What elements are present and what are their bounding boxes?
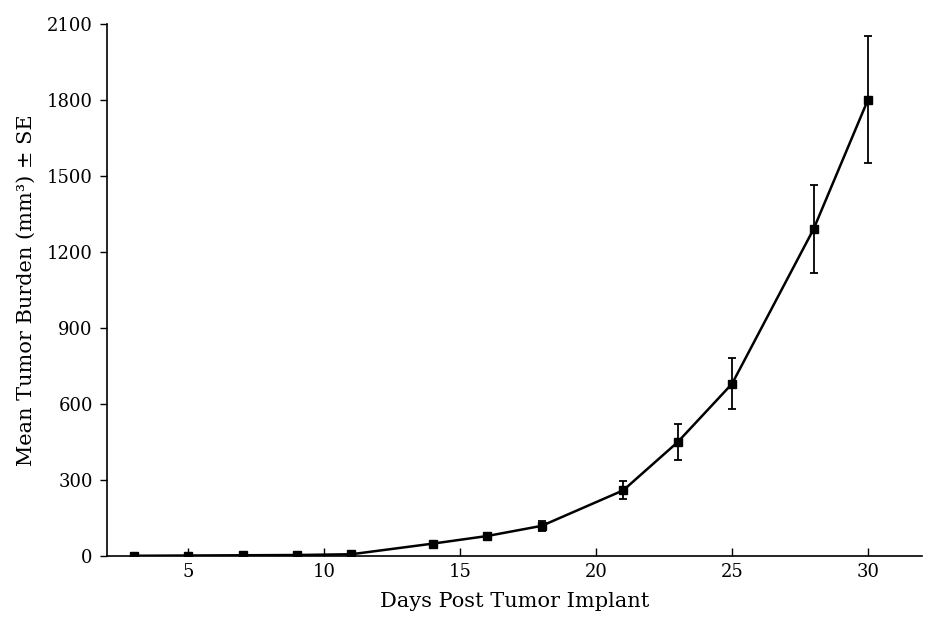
X-axis label: Days Post Tumor Implant: Days Post Tumor Implant: [379, 592, 649, 611]
Y-axis label: Mean Tumor Burden (mm³) ± SE: Mean Tumor Burden (mm³) ± SE: [17, 114, 36, 466]
